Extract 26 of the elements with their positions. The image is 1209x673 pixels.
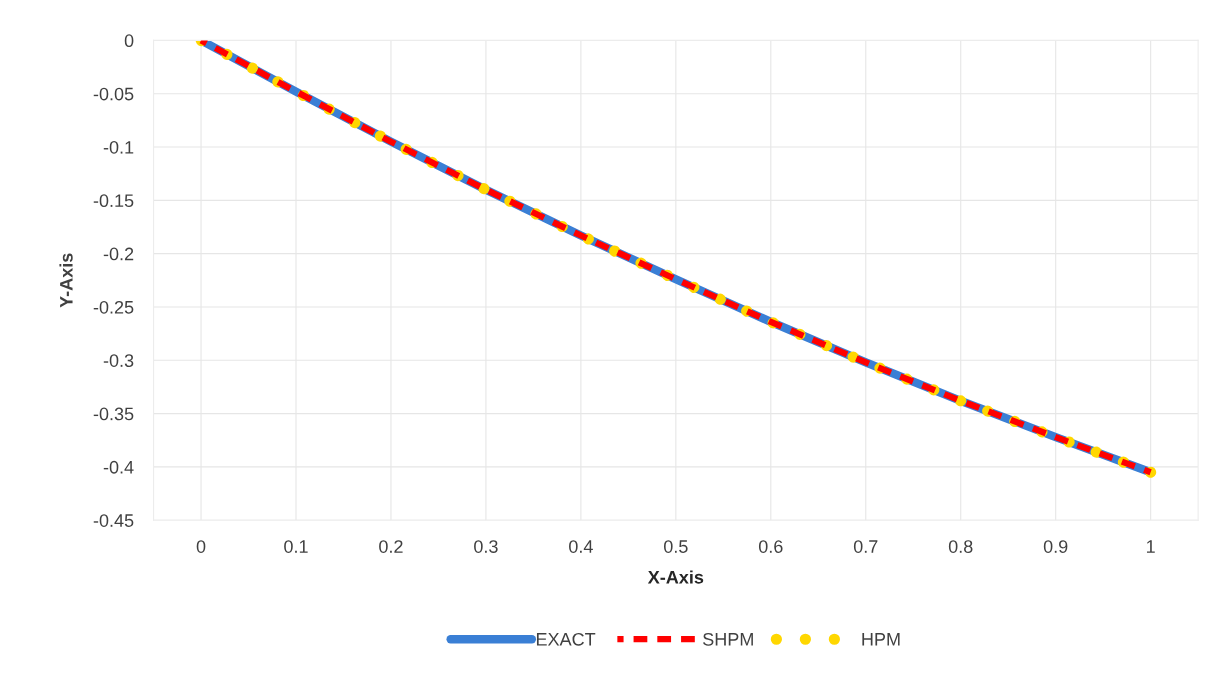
x-tick-label: 0.6 bbox=[758, 540, 783, 553]
y-tick-label: -0.05 bbox=[93, 87, 134, 101]
x-axis-title: X-Axis bbox=[647, 570, 704, 584]
y-tick-label: -0.4 bbox=[103, 460, 134, 474]
y-tick-label: 0 bbox=[124, 34, 134, 48]
y-tick-label: -0.45 bbox=[93, 514, 134, 527]
legend-label: EXACT bbox=[536, 632, 596, 646]
x-tick-label: 0.8 bbox=[948, 540, 973, 553]
x-tick-label: 0 bbox=[196, 540, 206, 553]
x-tick-label: 0.1 bbox=[284, 540, 308, 553]
legend-label: HPM bbox=[862, 633, 900, 646]
x-tick-label: 0.7 bbox=[853, 540, 878, 553]
x-tick-label: 0.5 bbox=[663, 540, 688, 553]
y-tick-label: -0.1 bbox=[103, 140, 134, 154]
x-tick-label: 0.4 bbox=[569, 540, 593, 553]
x-tick-label: 0.3 bbox=[474, 540, 498, 553]
x-tick-label: 1 bbox=[1146, 540, 1155, 553]
y-tick-label: -0.35 bbox=[93, 407, 134, 421]
y-tick-label: -0.15 bbox=[93, 194, 134, 208]
x-tick-label: 0.2 bbox=[379, 540, 403, 553]
y-tick-label: -0.25 bbox=[93, 300, 134, 314]
y-tick-label: -0.2 bbox=[103, 247, 134, 261]
y-axis-title: Y-Axis bbox=[59, 253, 73, 308]
legend-label: SHPM bbox=[703, 632, 753, 646]
x-tick-label: 0.9 bbox=[1043, 540, 1068, 553]
y-tick-label: -0.3 bbox=[103, 354, 134, 367]
